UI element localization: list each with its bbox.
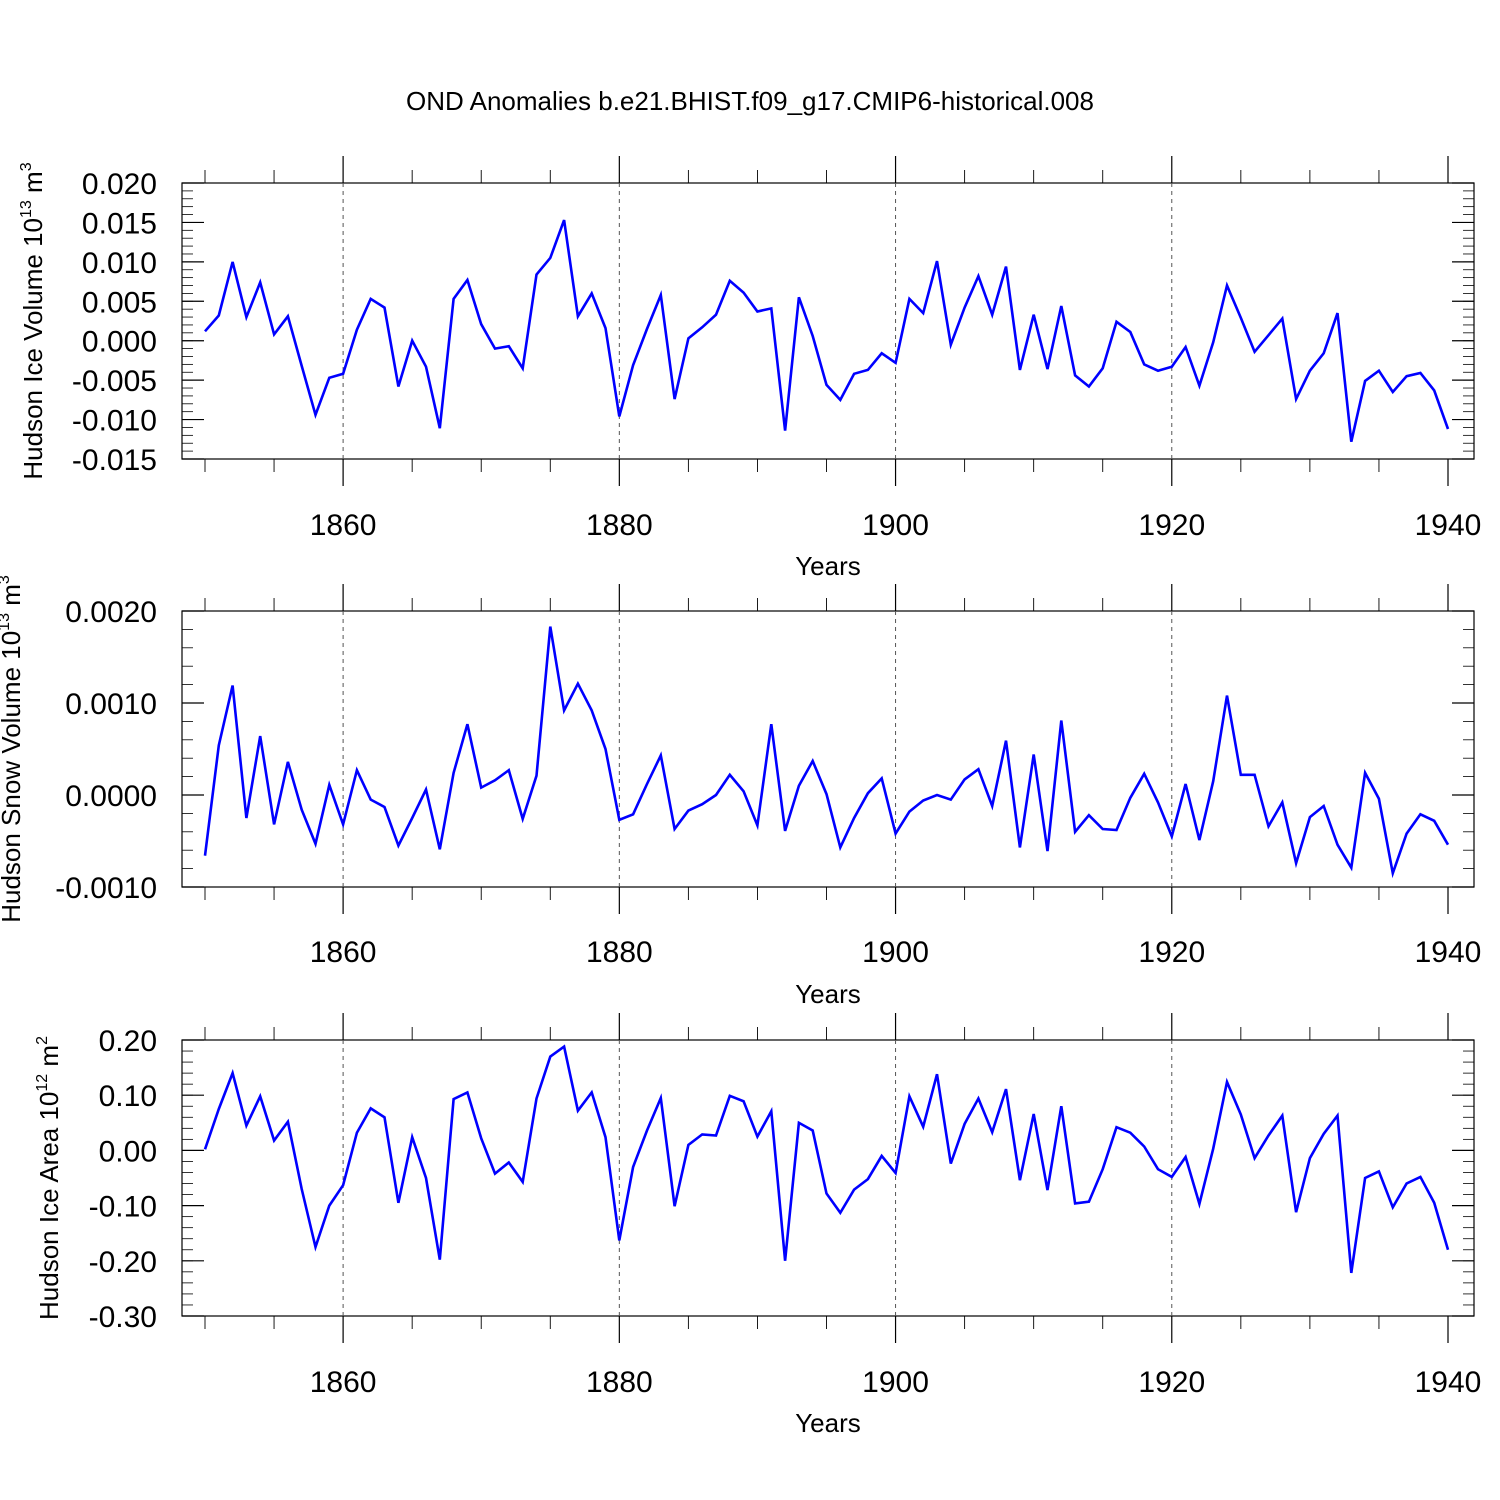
- chart-panel-2: -0.0010 0.0000 0.0010 0.0020 1860 1880 1900 192…: [0, 575, 1481, 1009]
- chart-panel-1: -0.015 -0.010 -0.005 0.000 0.005 0.010 0.015 0.…: [18, 156, 1481, 581]
- x-tick-label: 1900: [862, 1366, 929, 1399]
- y-tick-label: -0.010: [72, 405, 157, 438]
- chart-panel-3: -0.30 -0.20 -0.10 0.00 0.10 0.20 1860 1880 1900 1…: [34, 1013, 1481, 1438]
- x-tick-label: 1940: [1415, 1366, 1482, 1399]
- x-tick-label: 1940: [1415, 509, 1482, 542]
- y-tick-label: 0.010: [82, 247, 157, 280]
- y-tick-label: -0.30: [89, 1301, 157, 1334]
- y-tick-label: 0.10: [99, 1080, 157, 1113]
- series-line: [203, 626, 1450, 879]
- x-tick-label: 1900: [862, 936, 929, 969]
- x-tick-label: 1860: [310, 509, 377, 542]
- plot-frame: [181, 1039, 1475, 1317]
- y-tick-label: 0.000: [82, 326, 157, 359]
- x-tick-label: 1920: [1138, 509, 1205, 542]
- figure-title: OND Anomalies b.e21.BHIST.f09_g17.CMIP6-…: [406, 86, 1094, 116]
- x-tick-label: 1860: [310, 1366, 377, 1399]
- series-line: [203, 1044, 1450, 1274]
- y-axis-label: Hudson Snow Volume 1013 m3: [0, 575, 26, 923]
- plot-frame: [181, 610, 1475, 888]
- y-tick-label: -0.0010: [55, 872, 157, 905]
- y-tick-label: -0.015: [72, 444, 157, 477]
- y-tick-label: 0.20: [99, 1025, 157, 1058]
- y-axis-label: Hudson Ice Volume 1013 m3: [18, 162, 48, 479]
- y-tick-label: 0.0010: [65, 688, 157, 721]
- x-axis-label: Years: [795, 551, 861, 581]
- x-tick-label: 1860: [310, 936, 377, 969]
- x-tick-label: 1920: [1138, 1366, 1205, 1399]
- y-tick-label: 0.020: [82, 168, 157, 201]
- y-tick-label: 0.0000: [65, 780, 157, 813]
- y-tick-label: 0.00: [99, 1135, 157, 1168]
- x-tick-label: 1920: [1138, 936, 1205, 969]
- x-tick-label: 1940: [1415, 936, 1482, 969]
- plot-frame: [181, 182, 1475, 460]
- y-axis-label: Hudson Ice Area 1012 m2: [34, 1036, 64, 1320]
- y-tick-label: 0.0020: [65, 596, 157, 629]
- y-tick-label: 0.005: [82, 286, 157, 319]
- y-tick-label: -0.10: [89, 1191, 157, 1224]
- panels: -0.015 -0.010 -0.005 0.000 0.005 0.010 0.015 0.…: [0, 156, 1481, 1438]
- y-tick-label: -0.005: [72, 365, 157, 398]
- x-axis-label: Years: [795, 979, 861, 1009]
- y-tick-label: 0.015: [82, 207, 157, 240]
- x-axis-label: Years: [795, 1408, 861, 1438]
- x-tick-label: 1880: [586, 1366, 653, 1399]
- x-tick-label: 1900: [862, 509, 929, 542]
- y-tick-label: -0.20: [89, 1246, 157, 1279]
- series-line: [204, 219, 1450, 442]
- x-tick-label: 1880: [586, 509, 653, 542]
- x-tick-label: 1880: [586, 936, 653, 969]
